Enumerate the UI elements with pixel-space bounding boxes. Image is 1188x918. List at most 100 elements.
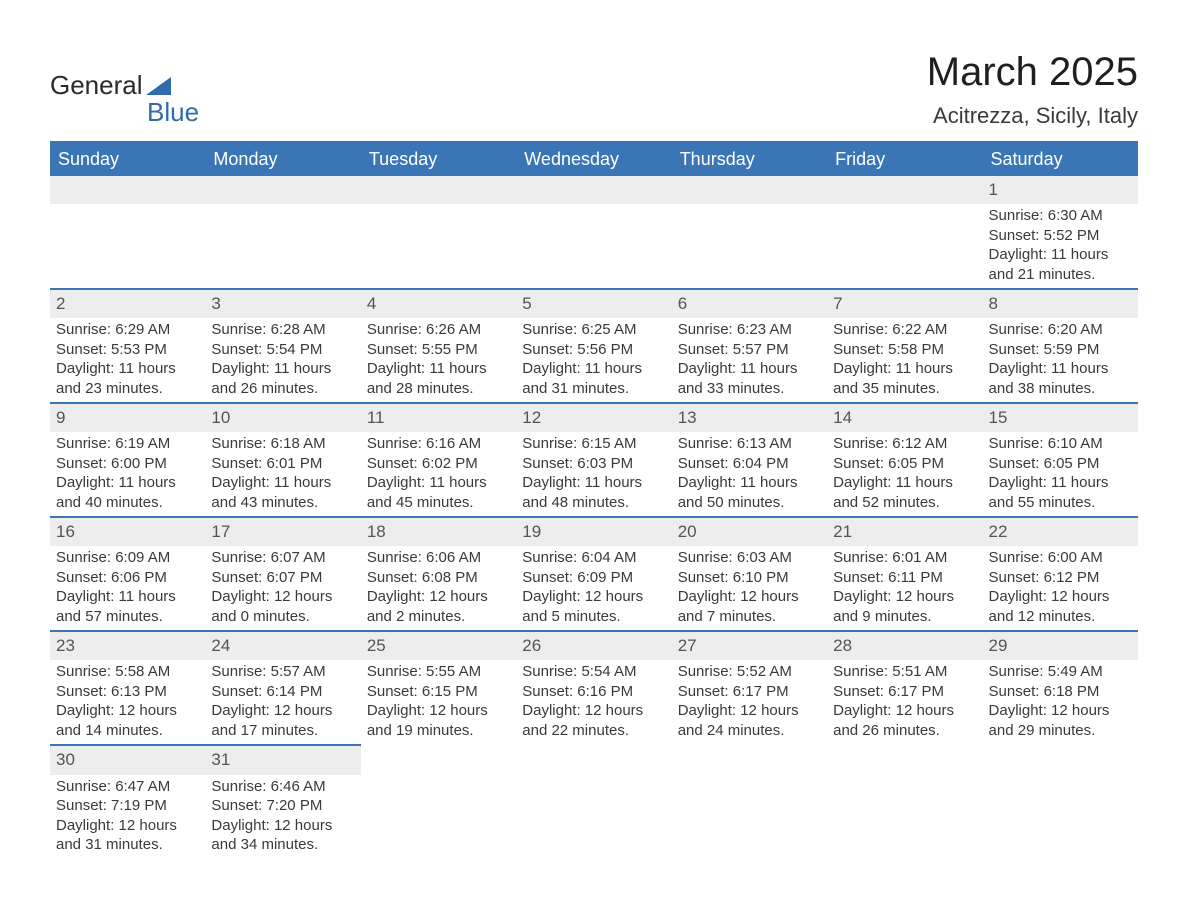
sunset-line: Sunset: 6:05 PM: [833, 454, 976, 474]
week-daynum-row: 1: [50, 176, 1138, 204]
day-detail-cell: Sunrise: 6:03 AMSunset: 6:10 PMDaylight:…: [672, 546, 827, 631]
sunset-line: Sunset: 6:17 PM: [833, 682, 976, 702]
sunrise-line: Sunrise: 6:23 AM: [678, 320, 821, 340]
day-detail-cell: [516, 775, 671, 859]
daylight-line: Daylight: 12 hours and 34 minutes.: [211, 816, 354, 855]
sunset-line: Sunset: 6:12 PM: [989, 568, 1132, 588]
daylight-line: Daylight: 11 hours and 28 minutes.: [367, 359, 510, 398]
day-detail-cell: [361, 204, 516, 289]
day-number-cell: 3: [205, 289, 360, 318]
daylight-line: Daylight: 11 hours and 35 minutes.: [833, 359, 976, 398]
day-number-cell: [827, 745, 982, 774]
logo: General Blue: [50, 70, 199, 128]
day-number-cell: 4: [361, 289, 516, 318]
day-number-cell: 24: [205, 631, 360, 660]
day-detail-cell: Sunrise: 5:54 AMSunset: 6:16 PMDaylight:…: [516, 660, 671, 745]
sunrise-line: Sunrise: 5:58 AM: [56, 662, 199, 682]
day-number-cell: 29: [983, 631, 1138, 660]
day-number-cell: 16: [50, 517, 205, 546]
day-number-cell: [516, 745, 671, 774]
day-header: Thursday: [672, 142, 827, 176]
daylight-line: Daylight: 12 hours and 29 minutes.: [989, 701, 1132, 740]
day-number-cell: 10: [205, 403, 360, 432]
logo-text-1: General: [50, 70, 143, 101]
sunset-line: Sunset: 6:09 PM: [522, 568, 665, 588]
day-detail-cell: Sunrise: 6:22 AMSunset: 5:58 PMDaylight:…: [827, 318, 982, 403]
day-detail-cell: Sunrise: 6:25 AMSunset: 5:56 PMDaylight:…: [516, 318, 671, 403]
sunrise-line: Sunrise: 5:55 AM: [367, 662, 510, 682]
day-number-cell: 5: [516, 289, 671, 318]
sunrise-line: Sunrise: 6:07 AM: [211, 548, 354, 568]
daylight-line: Daylight: 12 hours and 5 minutes.: [522, 587, 665, 626]
sunrise-line: Sunrise: 6:46 AM: [211, 777, 354, 797]
day-number-cell: 17: [205, 517, 360, 546]
day-header: Friday: [827, 142, 982, 176]
sunset-line: Sunset: 6:02 PM: [367, 454, 510, 474]
daylight-line: Daylight: 11 hours and 57 minutes.: [56, 587, 199, 626]
sunrise-line: Sunrise: 5:57 AM: [211, 662, 354, 682]
day-detail-cell: [672, 204, 827, 289]
daylight-line: Daylight: 11 hours and 23 minutes.: [56, 359, 199, 398]
day-detail-cell: Sunrise: 5:49 AMSunset: 6:18 PMDaylight:…: [983, 660, 1138, 745]
day-detail-cell: [361, 775, 516, 859]
daylight-line: Daylight: 12 hours and 9 minutes.: [833, 587, 976, 626]
day-detail-cell: [983, 775, 1138, 859]
day-number-cell: [50, 176, 205, 204]
daylight-line: Daylight: 12 hours and 19 minutes.: [367, 701, 510, 740]
sunset-line: Sunset: 6:07 PM: [211, 568, 354, 588]
sunset-line: Sunset: 6:15 PM: [367, 682, 510, 702]
sunset-line: Sunset: 5:52 PM: [989, 226, 1132, 246]
daylight-line: Daylight: 12 hours and 24 minutes.: [678, 701, 821, 740]
day-number-cell: [827, 176, 982, 204]
day-detail-cell: Sunrise: 6:13 AMSunset: 6:04 PMDaylight:…: [672, 432, 827, 517]
week-daynum-row: 16171819202122: [50, 517, 1138, 546]
sunset-line: Sunset: 6:17 PM: [678, 682, 821, 702]
sunrise-line: Sunrise: 6:29 AM: [56, 320, 199, 340]
sunrise-line: Sunrise: 6:01 AM: [833, 548, 976, 568]
week-detail-row: Sunrise: 6:30 AMSunset: 5:52 PMDaylight:…: [50, 204, 1138, 289]
day-number-cell: 28: [827, 631, 982, 660]
day-detail-cell: Sunrise: 6:07 AMSunset: 6:07 PMDaylight:…: [205, 546, 360, 631]
week-detail-row: Sunrise: 6:29 AMSunset: 5:53 PMDaylight:…: [50, 318, 1138, 403]
day-detail-cell: Sunrise: 6:47 AMSunset: 7:19 PMDaylight:…: [50, 775, 205, 859]
sunrise-line: Sunrise: 5:52 AM: [678, 662, 821, 682]
daylight-line: Daylight: 11 hours and 38 minutes.: [989, 359, 1132, 398]
month-title: March 2025: [927, 50, 1138, 95]
sunset-line: Sunset: 6:08 PM: [367, 568, 510, 588]
daylight-line: Daylight: 12 hours and 31 minutes.: [56, 816, 199, 855]
sunrise-line: Sunrise: 5:49 AM: [989, 662, 1132, 682]
daylight-line: Daylight: 12 hours and 7 minutes.: [678, 587, 821, 626]
daylight-line: Daylight: 12 hours and 12 minutes.: [989, 587, 1132, 626]
day-detail-cell: Sunrise: 6:15 AMSunset: 6:03 PMDaylight:…: [516, 432, 671, 517]
day-detail-cell: Sunrise: 6:30 AMSunset: 5:52 PMDaylight:…: [983, 204, 1138, 289]
sunset-line: Sunset: 5:54 PM: [211, 340, 354, 360]
day-detail-cell: [516, 204, 671, 289]
calendar-table: SundayMondayTuesdayWednesdayThursdayFrid…: [50, 141, 1138, 859]
sunrise-line: Sunrise: 6:28 AM: [211, 320, 354, 340]
day-number-cell: 22: [983, 517, 1138, 546]
day-number-cell: 7: [827, 289, 982, 318]
day-detail-cell: Sunrise: 6:28 AMSunset: 5:54 PMDaylight:…: [205, 318, 360, 403]
logo-text-2: Blue: [147, 97, 199, 128]
sunrise-line: Sunrise: 6:16 AM: [367, 434, 510, 454]
sunset-line: Sunset: 5:59 PM: [989, 340, 1132, 360]
sunset-line: Sunset: 6:11 PM: [833, 568, 976, 588]
day-detail-cell: [205, 204, 360, 289]
day-detail-cell: Sunrise: 6:06 AMSunset: 6:08 PMDaylight:…: [361, 546, 516, 631]
sunset-line: Sunset: 5:56 PM: [522, 340, 665, 360]
day-detail-cell: Sunrise: 6:18 AMSunset: 6:01 PMDaylight:…: [205, 432, 360, 517]
sunset-line: Sunset: 5:58 PM: [833, 340, 976, 360]
day-number-cell: 1: [983, 176, 1138, 204]
day-number-cell: 9: [50, 403, 205, 432]
sunrise-line: Sunrise: 6:47 AM: [56, 777, 199, 797]
sunrise-line: Sunrise: 5:51 AM: [833, 662, 976, 682]
day-detail-cell: [827, 775, 982, 859]
day-detail-cell: Sunrise: 6:29 AMSunset: 5:53 PMDaylight:…: [50, 318, 205, 403]
daylight-line: Daylight: 11 hours and 55 minutes.: [989, 473, 1132, 512]
header: General Blue March 2025 Acitrezza, Sicil…: [50, 50, 1138, 129]
daylight-line: Daylight: 11 hours and 21 minutes.: [989, 245, 1132, 284]
day-number-cell: [361, 745, 516, 774]
day-detail-cell: Sunrise: 6:12 AMSunset: 6:05 PMDaylight:…: [827, 432, 982, 517]
day-number-cell: 26: [516, 631, 671, 660]
day-number-cell: 11: [361, 403, 516, 432]
